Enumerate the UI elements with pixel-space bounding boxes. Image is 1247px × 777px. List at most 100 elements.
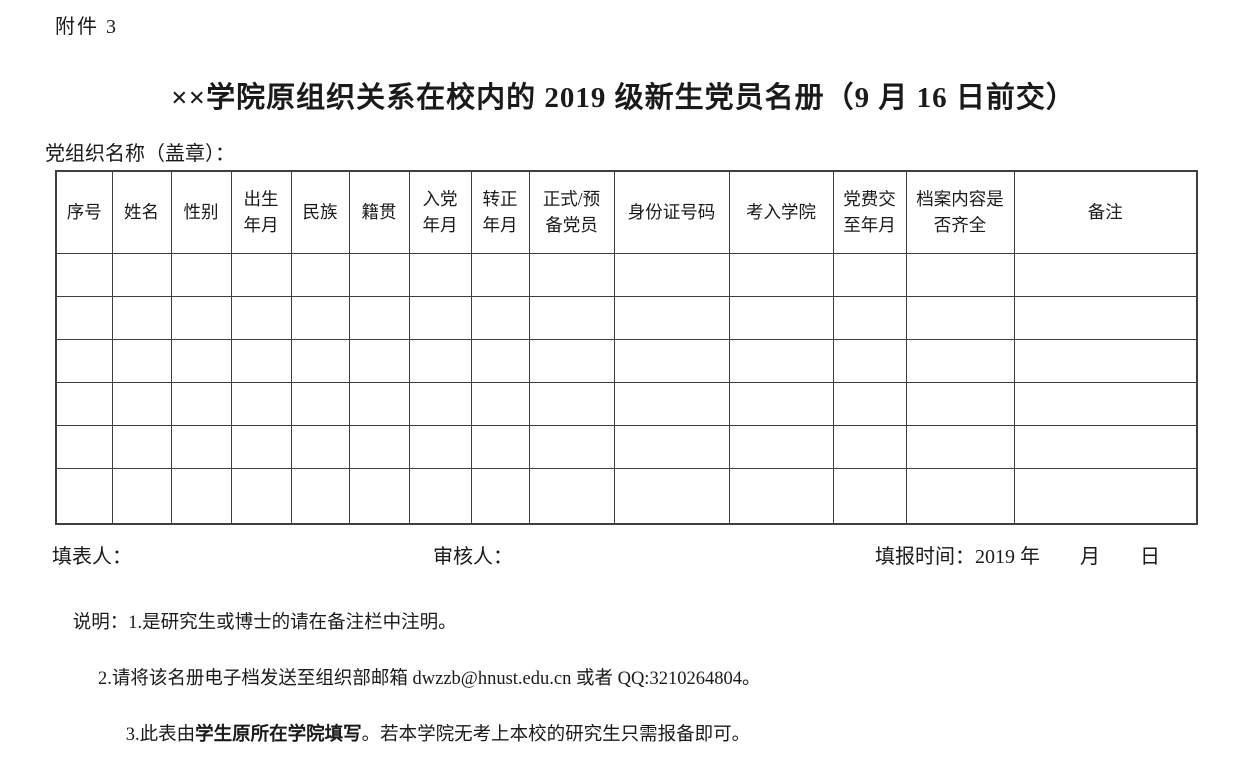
column-header-14: 备注 <box>1013 170 1198 254</box>
report-date-label: 填报时间：2019 年 月 日 <box>875 546 1160 568</box>
empty-cell <box>728 252 834 297</box>
empty-cell <box>728 424 834 469</box>
empty-cell <box>290 252 350 297</box>
empty-cell <box>408 381 472 426</box>
empty-cell <box>905 467 1015 525</box>
empty-cell <box>470 381 530 426</box>
empty-cell <box>1013 252 1198 297</box>
empty-cell <box>170 338 232 383</box>
table-row <box>55 252 1198 297</box>
empty-cell <box>905 424 1015 469</box>
attachment-label: 附件 3 <box>55 16 118 38</box>
empty-cell <box>230 424 292 469</box>
column-header-8: 转正 年月 <box>470 170 530 254</box>
empty-cell <box>408 252 472 297</box>
empty-cell <box>348 381 410 426</box>
notes-prefix: 说明： <box>72 613 129 633</box>
empty-cell <box>55 424 113 469</box>
empty-cell <box>348 467 410 525</box>
column-header-11: 考入学院 <box>728 170 834 254</box>
empty-cell <box>290 338 350 383</box>
empty-cell <box>1013 295 1198 340</box>
empty-cell <box>832 338 907 383</box>
empty-cell <box>1013 381 1198 426</box>
column-header-10: 身份证号码 <box>613 170 730 254</box>
column-header-2: 姓名 <box>111 170 172 254</box>
empty-cell <box>613 295 730 340</box>
empty-cell <box>528 295 615 340</box>
empty-cell <box>290 424 350 469</box>
roster-table: 序号 姓名 性别 出生 年月 民族 籍贯 入党 年月 转正 年月 正式/预 备党员 身份证号码 考入… <box>55 170 1198 525</box>
column-header-6: 籍贯 <box>348 170 410 254</box>
empty-cell <box>290 467 350 525</box>
empty-cell <box>348 338 410 383</box>
empty-cell <box>230 295 292 340</box>
table-row <box>55 424 1198 469</box>
empty-cell <box>905 295 1015 340</box>
empty-cell <box>170 252 232 297</box>
empty-cell <box>528 424 615 469</box>
note-item-3-suffix: 。若本学院无考上本校的研究生只需报备即可。 <box>361 725 751 745</box>
column-header-13: 档案内容是 否齐全 <box>905 170 1015 254</box>
empty-cell <box>348 424 410 469</box>
empty-cell <box>728 295 834 340</box>
empty-cell <box>348 252 410 297</box>
org-name-label: 党组织名称（盖章）： <box>45 143 235 165</box>
empty-cell <box>528 381 615 426</box>
empty-cell <box>170 295 232 340</box>
empty-cell <box>470 252 530 297</box>
empty-cell <box>613 252 730 297</box>
header-row: 序号 姓名 性别 出生 年月 民族 籍贯 入党 年月 转正 年月 正式/预 备党员 身份证号码 考入… <box>55 170 1198 254</box>
column-header-5: 民族 <box>290 170 350 254</box>
empty-cell <box>55 252 113 297</box>
empty-cell <box>111 467 172 525</box>
column-header-3: 性别 <box>170 170 232 254</box>
empty-cell <box>728 381 834 426</box>
empty-cell <box>290 381 350 426</box>
notes-section: 说明：1.是研究生或博士的请在备注栏中注明。 2.请将该名册电子档发送至组织部邮… <box>45 581 761 777</box>
empty-cell <box>528 467 615 525</box>
empty-cell <box>111 381 172 426</box>
empty-cell <box>1013 338 1198 383</box>
empty-cell <box>470 467 530 525</box>
table-row <box>55 381 1198 426</box>
column-header-4: 出生 年月 <box>230 170 292 254</box>
column-header-1: 序号 <box>55 170 113 254</box>
empty-cell <box>55 381 113 426</box>
note-item-1: 1.是研究生或博士的请在备注栏中注明。 <box>128 613 457 633</box>
empty-cell <box>408 424 472 469</box>
column-header-12: 党费交 至年月 <box>832 170 907 254</box>
empty-cell <box>728 467 834 525</box>
page-title: ××学院原组织关系在校内的 2019 级新生党员名册（9 月 16 日前交） <box>171 82 1076 114</box>
empty-cell <box>230 381 292 426</box>
empty-cell <box>348 295 410 340</box>
empty-cell <box>832 252 907 297</box>
empty-cell <box>408 295 472 340</box>
empty-cell <box>613 424 730 469</box>
empty-cell <box>55 338 113 383</box>
note-item-3: 3.此表由学生原所在学院填写。若本学院无考上本校的研究生只需报备即可。 <box>98 693 760 777</box>
empty-cell <box>613 338 730 383</box>
table-row <box>55 338 1198 383</box>
empty-cell <box>528 252 615 297</box>
column-header-7: 入党 年月 <box>408 170 472 254</box>
empty-cell <box>905 381 1015 426</box>
empty-cell <box>728 338 834 383</box>
empty-cell <box>111 338 172 383</box>
table-row <box>55 467 1198 525</box>
empty-cell <box>613 467 730 525</box>
empty-cell <box>230 467 292 525</box>
empty-cell <box>528 338 615 383</box>
empty-cell <box>1013 424 1198 469</box>
empty-cell <box>111 252 172 297</box>
note-item-3-prefix: 3.此表由 <box>125 725 196 745</box>
reviewer-label: 审核人： <box>433 546 513 568</box>
empty-cell <box>1013 467 1198 525</box>
empty-cell <box>613 381 730 426</box>
empty-cell <box>55 295 113 340</box>
empty-cell <box>470 338 530 383</box>
empty-cell <box>230 252 292 297</box>
empty-cell <box>170 381 232 426</box>
table-row <box>55 295 1198 340</box>
empty-cell <box>408 467 472 525</box>
